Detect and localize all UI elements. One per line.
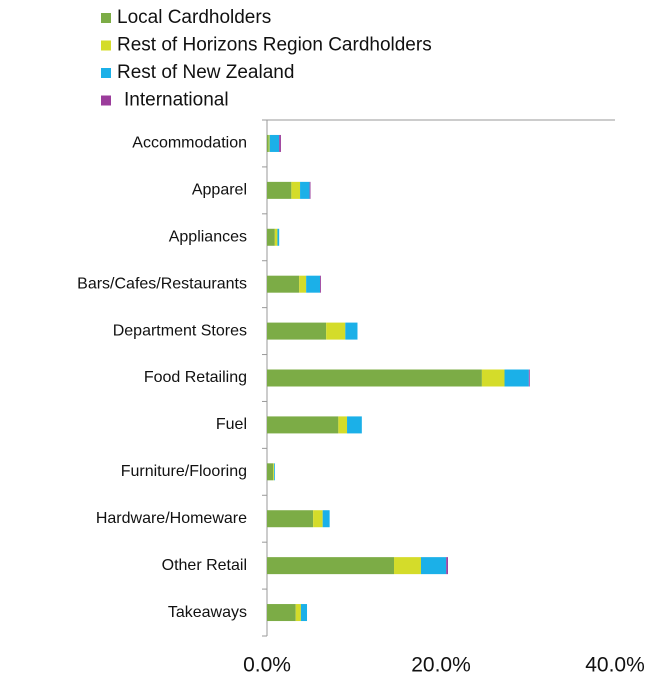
y-tick-label: Takeaways <box>168 604 247 621</box>
x-tick-label: 20.0% <box>411 654 471 677</box>
legend-label: Local Cardholders <box>117 7 271 28</box>
y-tick-label: Apparel <box>192 182 247 199</box>
bar-segment <box>309 181 311 199</box>
legend-swatch <box>101 68 111 78</box>
legend-swatch <box>101 40 111 51</box>
bar-segment <box>295 604 301 622</box>
bar-segment <box>306 275 321 293</box>
y-tick-label: Fuel <box>216 416 247 433</box>
y-tick-label: Food Retailing <box>144 369 247 386</box>
bar-segment <box>300 181 310 199</box>
y-tick-label: Furniture/Flooring <box>121 463 247 480</box>
bar-segment <box>299 275 307 293</box>
legend-label: International <box>124 90 229 111</box>
y-tick-label: Accommodation <box>132 135 247 152</box>
bar-segment <box>345 322 358 340</box>
bar-segment <box>300 604 308 622</box>
bar-segment <box>273 463 275 481</box>
x-tick-label: 0.0% <box>243 654 291 677</box>
bar-segment <box>322 510 330 528</box>
bar-segment <box>267 181 292 199</box>
bar-segment <box>277 228 280 246</box>
bar-segment <box>481 369 505 387</box>
y-tick-label: Department Stores <box>113 322 247 339</box>
y-tick-label: Appliances <box>169 228 247 245</box>
bar-segment <box>338 416 348 434</box>
legend-swatch <box>101 13 111 23</box>
bar-segment <box>420 557 447 575</box>
y-tick-label: Bars/Cafes/Restaurants <box>77 275 247 292</box>
bar-segment <box>313 510 323 528</box>
bar-segment <box>279 134 281 152</box>
legend-label: Rest of Horizons Region Cardholders <box>117 35 432 56</box>
bar-segment <box>269 134 280 152</box>
bar-segment <box>504 369 529 387</box>
x-tick-label: 40.0% <box>585 654 645 677</box>
bar-segment <box>267 275 300 293</box>
legend-label: Rest of New Zealand <box>117 62 294 83</box>
bar-segment <box>446 557 448 575</box>
bar-segment <box>267 134 269 152</box>
bar-segment <box>320 275 321 293</box>
legend-swatch <box>101 95 111 106</box>
bar-segment <box>347 416 362 434</box>
bar-segment <box>394 557 421 575</box>
y-tick-label: Other Retail <box>162 557 247 574</box>
bar-segment <box>267 463 274 481</box>
bar-segment <box>274 228 278 246</box>
bar-segment <box>267 510 314 528</box>
bar-segment <box>267 322 327 340</box>
bar-segment <box>267 416 339 434</box>
bar-segment <box>267 557 395 575</box>
bar-segment <box>267 369 482 387</box>
bar-segment <box>268 134 270 152</box>
bar-segment <box>267 604 296 622</box>
bar-segment <box>267 228 275 246</box>
bar-segment <box>291 181 301 199</box>
y-tick-label: Hardware/Homeware <box>96 510 247 527</box>
bar-segment <box>528 369 530 387</box>
bar-segment <box>273 463 274 481</box>
bar-segment <box>326 322 346 340</box>
